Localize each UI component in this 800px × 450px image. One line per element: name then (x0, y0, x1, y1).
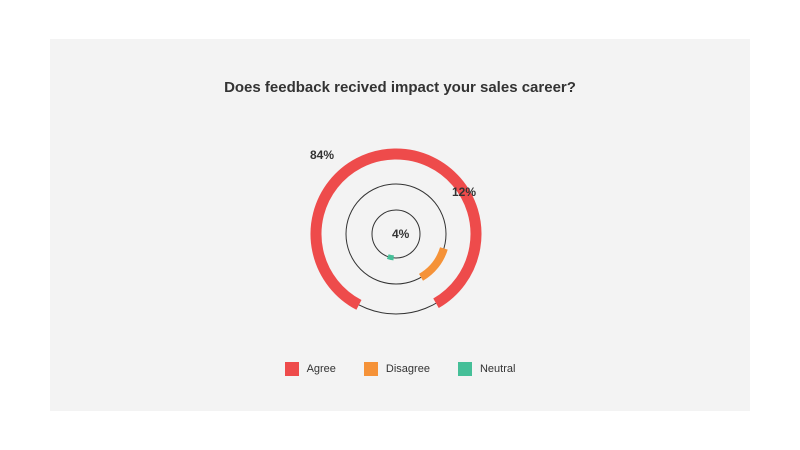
value-label-agree: 84% (310, 148, 334, 162)
radial-bar-disagree (418, 247, 448, 281)
radial-bar-chart: 84% 12% 4% (310, 148, 482, 315)
legend-swatch-disagree (363, 362, 378, 376)
legend-label-neutral: Neutral (479, 363, 516, 375)
legend-swatch-agree (284, 362, 299, 376)
chart-card: Does feedback recived impact your sales … (50, 39, 750, 411)
radial-bar-agree (310, 148, 482, 310)
legend-item-neutral: Neutral (457, 362, 516, 376)
legend-item-disagree: Disagree (363, 362, 430, 376)
chart-legend: Agree Disagree Neutral (50, 362, 750, 376)
chart-title: Does feedback recived impact your sales … (224, 79, 576, 96)
value-label-neutral: 4% (392, 227, 410, 241)
radial-bar-neutral (386, 254, 394, 261)
legend-item-agree: Agree (284, 362, 336, 376)
ring-track-neutral (371, 209, 421, 259)
ring-track-disagree (345, 183, 447, 285)
legend-label-disagree: Disagree (385, 363, 430, 375)
legend-swatch-neutral (457, 362, 472, 376)
value-label-disagree: 12% (452, 185, 476, 199)
legend-label-agree: Agree (306, 363, 336, 375)
